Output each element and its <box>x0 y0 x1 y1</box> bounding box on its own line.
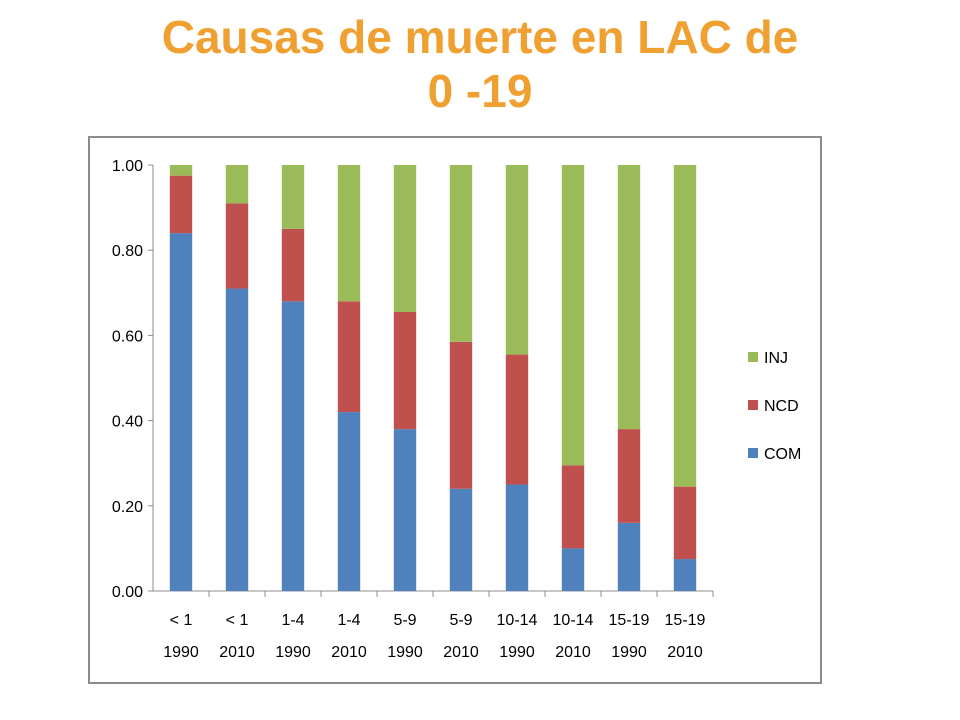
bar-inj <box>225 165 249 204</box>
stacked-bar-chart: 0.00 0.20 0.40 0.60 0.80 1.00 < 1 1990 < 1 2010 1… <box>112 158 801 661</box>
bar-ncd <box>281 228 305 302</box>
x-year-label: 1990 <box>387 644 423 661</box>
bar-com <box>337 412 361 591</box>
bar-com <box>673 559 697 591</box>
legend-label-com: COM <box>764 446 801 463</box>
bar-inj <box>169 165 193 176</box>
bar-inj <box>505 165 529 355</box>
x-category-label: 10-14 <box>497 612 538 629</box>
slide-title: Causas de muerte en LAC de 0 -19 <box>0 10 960 118</box>
bar-inj <box>337 165 361 302</box>
legend-swatch-ncd <box>748 400 758 410</box>
bar-com <box>393 429 417 591</box>
legend-swatch-inj <box>748 352 758 362</box>
bar-inj <box>617 165 641 430</box>
y-tick-label: 0.00 <box>112 584 143 601</box>
x-category-label: 5-9 <box>449 612 472 629</box>
x-year-label: 1990 <box>275 644 311 661</box>
bars <box>169 165 697 591</box>
bar-com <box>281 301 305 591</box>
bar-ncd <box>393 311 417 430</box>
bar-inj <box>393 165 417 312</box>
bar-ncd <box>169 175 193 234</box>
bar-inj <box>281 165 305 229</box>
x-category-label: 5-9 <box>393 612 416 629</box>
title-line-1: Causas de muerte en LAC de <box>161 11 799 63</box>
bar-ncd <box>505 354 529 485</box>
bar-ncd <box>449 341 473 489</box>
x-category-label: < 1 <box>170 612 193 629</box>
x-category-label: 1-4 <box>281 612 304 629</box>
x-category-label: < 1 <box>226 612 249 629</box>
y-tick-label: 0.60 <box>112 328 143 345</box>
x-year-label: 1990 <box>499 644 535 661</box>
bar-inj <box>673 165 697 487</box>
x-year-label: 1990 <box>163 644 199 661</box>
x-year-label: 2010 <box>331 644 367 661</box>
bar-com <box>617 522 641 591</box>
x-axis-labels: < 1 1990 < 1 2010 1-4 1990 1-4 2010 5-9 1990 5-9 20… <box>163 612 705 661</box>
y-tick-label: 1.00 <box>112 158 143 175</box>
bar-ncd <box>561 465 585 549</box>
legend: INJ NCD COM <box>748 350 801 463</box>
x-year-label: 2010 <box>667 644 703 661</box>
title-line-2: 0 -19 <box>427 65 533 117</box>
x-year-label: 2010 <box>443 644 479 661</box>
bar-inj <box>561 165 585 466</box>
bar-ncd <box>617 429 641 523</box>
x-year-label: 2010 <box>555 644 591 661</box>
legend-swatch-com <box>748 448 758 458</box>
bar-com <box>225 288 249 591</box>
x-year-label: 2010 <box>219 644 255 661</box>
bar-inj <box>449 165 473 342</box>
bar-ncd <box>225 203 249 289</box>
x-category-label: 15-19 <box>665 612 706 629</box>
y-tick-label: 0.40 <box>112 414 143 431</box>
x-year-label: 1990 <box>611 644 647 661</box>
x-category-label: 1-4 <box>337 612 360 629</box>
bar-ncd <box>337 301 361 413</box>
bar-com <box>505 484 529 591</box>
legend-label-inj: INJ <box>764 350 788 367</box>
y-tick-label: 0.80 <box>112 243 143 260</box>
y-tick-label: 0.20 <box>112 499 143 516</box>
x-category-label: 10-14 <box>553 612 594 629</box>
x-category-label: 15-19 <box>609 612 650 629</box>
bar-com <box>169 233 193 591</box>
bar-com <box>561 548 585 591</box>
bar-com <box>449 488 473 591</box>
legend-label-ncd: NCD <box>764 398 799 415</box>
bar-ncd <box>673 486 697 560</box>
